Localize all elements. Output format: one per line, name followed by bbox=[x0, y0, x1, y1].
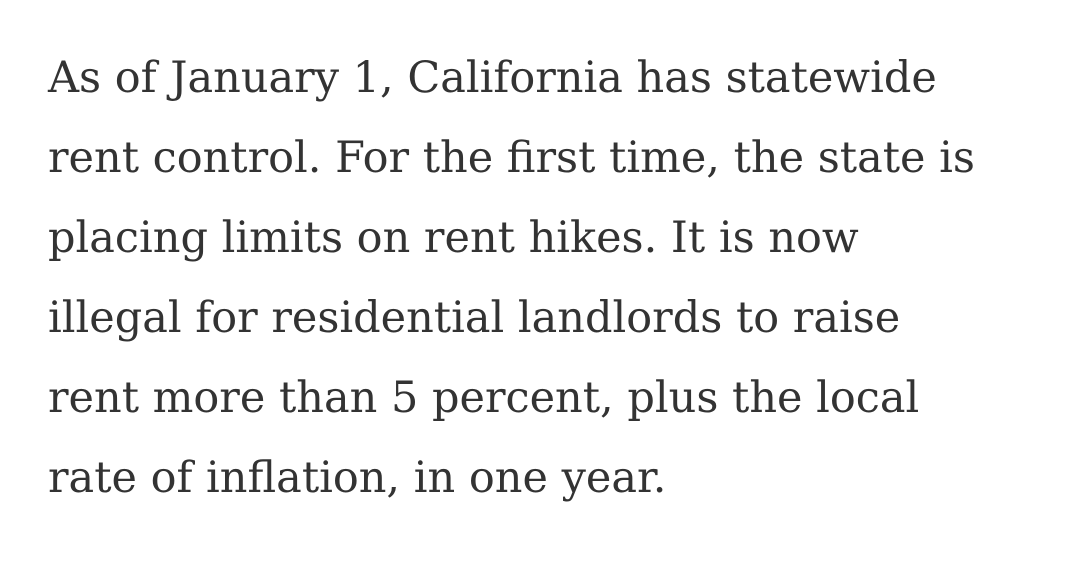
paragraph-line: As of January 1, California has statewid… bbox=[48, 53, 937, 103]
paragraph-line: placing limits on rent hikes. It is now bbox=[48, 213, 859, 263]
paragraph-line: rent control. For the first time, the st… bbox=[48, 133, 975, 183]
article-paragraph: As of January 1, California has statewid… bbox=[48, 38, 1088, 518]
paragraph-line: illegal for residential landlords to rai… bbox=[48, 293, 901, 343]
paragraph-line: rent more than 5 percent, plus the local bbox=[48, 373, 920, 423]
paragraph-line: rate of inflation, in one year. bbox=[48, 453, 667, 503]
